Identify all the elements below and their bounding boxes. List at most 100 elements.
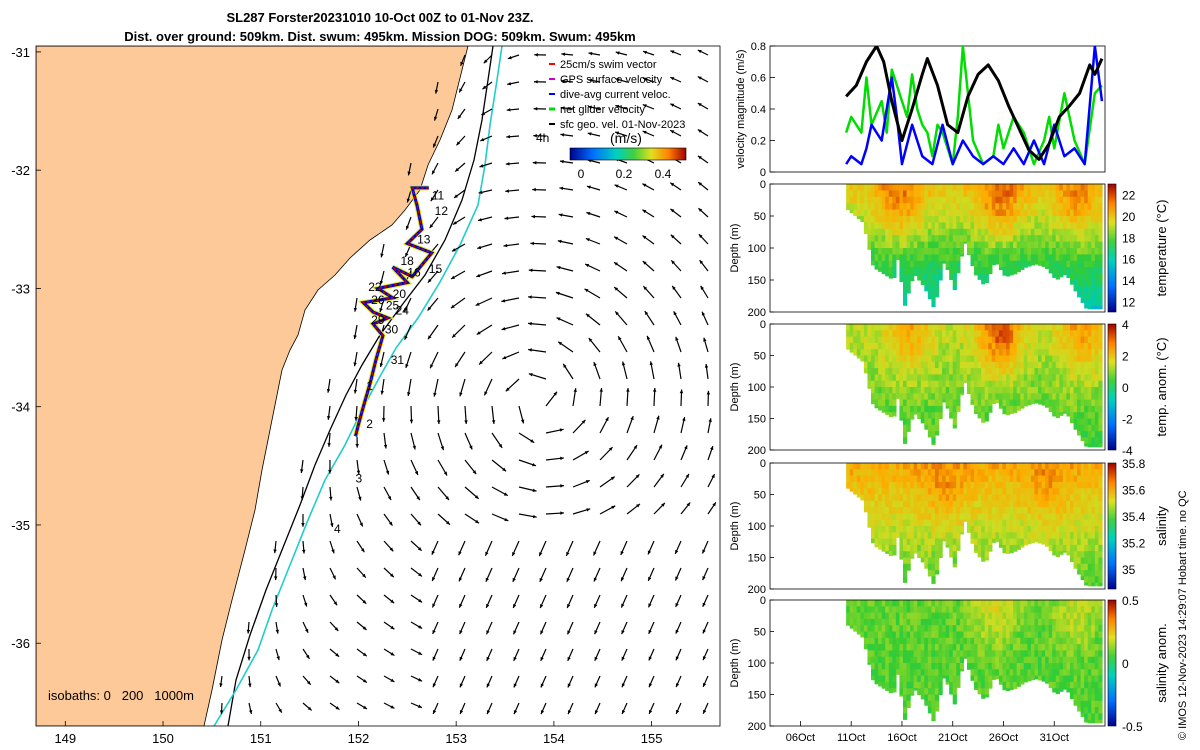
salinity-anomaly-cell bbox=[927, 631, 933, 639]
temperature-cell bbox=[888, 216, 893, 223]
temperature-anomaly-cell bbox=[888, 412, 893, 418]
salinity-anomaly-cell bbox=[970, 618, 975, 626]
salinity-anomaly-cell bbox=[906, 600, 911, 607]
salinity-anomaly-cell bbox=[931, 656, 936, 664]
salinity-cell bbox=[984, 494, 989, 502]
day-marker-label: 29 bbox=[371, 313, 385, 327]
velocity-arrow-head bbox=[656, 415, 660, 420]
salinity-anomaly-cell bbox=[1013, 606, 1018, 614]
salinity-anomaly-cell bbox=[977, 625, 982, 632]
velocity-arrow-head bbox=[274, 603, 279, 607]
velocity-arrow-head bbox=[642, 261, 647, 265]
salinity-anomaly-cell bbox=[934, 656, 940, 664]
salinity-anomaly-cell bbox=[892, 688, 897, 693]
temperature-anomaly-cell bbox=[1059, 336, 1064, 344]
salinity-anomaly-cell bbox=[1009, 637, 1014, 645]
temperature-cell bbox=[984, 248, 989, 255]
temperature-cell bbox=[1016, 184, 1021, 191]
temperature-cell bbox=[1023, 241, 1028, 249]
salinity-anomaly-cell bbox=[1002, 681, 1007, 689]
salinity-anomaly-cell bbox=[931, 644, 936, 651]
salinity-anomaly-cell bbox=[956, 637, 961, 645]
salinity-anomaly-cell bbox=[1013, 669, 1018, 677]
temperature-ylabel: Depth (m) bbox=[729, 224, 741, 273]
temperature-anomaly-heatmap bbox=[846, 324, 1103, 448]
temperature-cell bbox=[1038, 196, 1043, 204]
salinity-cell bbox=[1077, 500, 1082, 508]
salinity-cell bbox=[1052, 532, 1057, 540]
salinity-anomaly-cell bbox=[1016, 618, 1021, 626]
salinity-cell bbox=[1059, 488, 1064, 495]
salinity-cell bbox=[952, 519, 957, 527]
salinity-cell bbox=[878, 475, 883, 483]
salinity-cell bbox=[945, 488, 950, 495]
temperature-cell bbox=[1084, 209, 1089, 217]
temperature-cell bbox=[924, 267, 929, 275]
temperature-anomaly-cell bbox=[902, 405, 908, 413]
temperature-cell bbox=[906, 216, 911, 223]
temperature-anomaly-cell bbox=[1002, 368, 1007, 375]
salinity-cell bbox=[1091, 488, 1096, 495]
temperature-anomaly-cell bbox=[1048, 324, 1053, 331]
temperature-anomaly-cell bbox=[981, 368, 986, 375]
salinity-anomaly-cell bbox=[1059, 681, 1064, 689]
temperature-anomaly-cell bbox=[881, 368, 886, 375]
temperature-cell bbox=[1087, 280, 1092, 287]
temperature-cell bbox=[902, 254, 908, 262]
temperature-cell bbox=[1094, 299, 1100, 307]
temperature-anomaly-cell bbox=[846, 330, 851, 338]
salinity-cell bbox=[888, 475, 893, 483]
temperature-cell bbox=[1034, 228, 1039, 236]
salinity-anomaly-cell bbox=[1066, 631, 1071, 639]
temperature-anomaly-cell bbox=[945, 399, 950, 407]
salinity-anomaly-cell bbox=[1059, 669, 1064, 677]
salinity-anomaly-cell bbox=[1084, 713, 1089, 721]
velocity-arrow-head bbox=[594, 603, 598, 608]
temperature-ytick-label: 100 bbox=[748, 243, 766, 255]
salinity-cell bbox=[1062, 494, 1068, 502]
temperature-anomaly-cell bbox=[1002, 374, 1007, 382]
temperature-anomaly-cell bbox=[1069, 336, 1075, 344]
velocity-arrow-head bbox=[498, 443, 503, 448]
salinity-cell bbox=[998, 469, 1004, 477]
temperature-cell bbox=[888, 209, 893, 217]
temperature-cell bbox=[927, 228, 933, 236]
salinity-cell bbox=[1023, 469, 1028, 477]
salinity-cell bbox=[927, 532, 933, 540]
salinity-anomaly-cell bbox=[924, 644, 929, 651]
salinity-cell bbox=[1027, 507, 1032, 514]
temperature-anomaly-cell bbox=[981, 399, 986, 407]
temperature-anomaly-cell bbox=[984, 374, 989, 382]
velocity-arrow-head bbox=[697, 129, 702, 133]
temperature-cell bbox=[1027, 203, 1032, 211]
temperature-cell bbox=[1073, 260, 1078, 268]
salinity-cell bbox=[956, 500, 961, 508]
temperature-cell bbox=[931, 209, 936, 217]
temperature-anomaly-cell bbox=[853, 330, 858, 338]
velocity-arrow-head bbox=[433, 116, 438, 121]
temperature-anomaly-cell bbox=[1055, 412, 1060, 419]
salinity-anomaly-cell bbox=[888, 681, 893, 689]
velocity-arrow-head bbox=[486, 656, 490, 661]
temperature-cell bbox=[995, 254, 1000, 262]
salinity-anomaly-cell bbox=[910, 612, 915, 620]
salinity-anomaly-cell bbox=[888, 663, 893, 670]
temperature-cell bbox=[892, 260, 897, 268]
temperature-anomaly-cell bbox=[1084, 324, 1089, 331]
temperature-anomaly-cell bbox=[885, 355, 890, 363]
temperature-anomaly-cell bbox=[910, 324, 915, 331]
day-marker-label: 3 bbox=[356, 471, 363, 485]
temperature-anomaly-cell bbox=[988, 387, 993, 394]
salinity-cell bbox=[888, 494, 893, 502]
temperature-cell bbox=[881, 248, 886, 255]
temperature-anomaly-cell bbox=[1002, 393, 1007, 401]
temperature-cell bbox=[892, 248, 897, 255]
temperature-anomaly-cell bbox=[924, 361, 929, 369]
temperature-anomaly-cell bbox=[1034, 380, 1039, 388]
salinity-anomaly-cell bbox=[1030, 618, 1036, 626]
salinity-anomaly-cell bbox=[920, 663, 925, 670]
salinity-anomaly-cell bbox=[974, 612, 979, 620]
temperature-anomaly-cell bbox=[1027, 349, 1032, 356]
temperature-anomaly-cell bbox=[956, 355, 961, 363]
